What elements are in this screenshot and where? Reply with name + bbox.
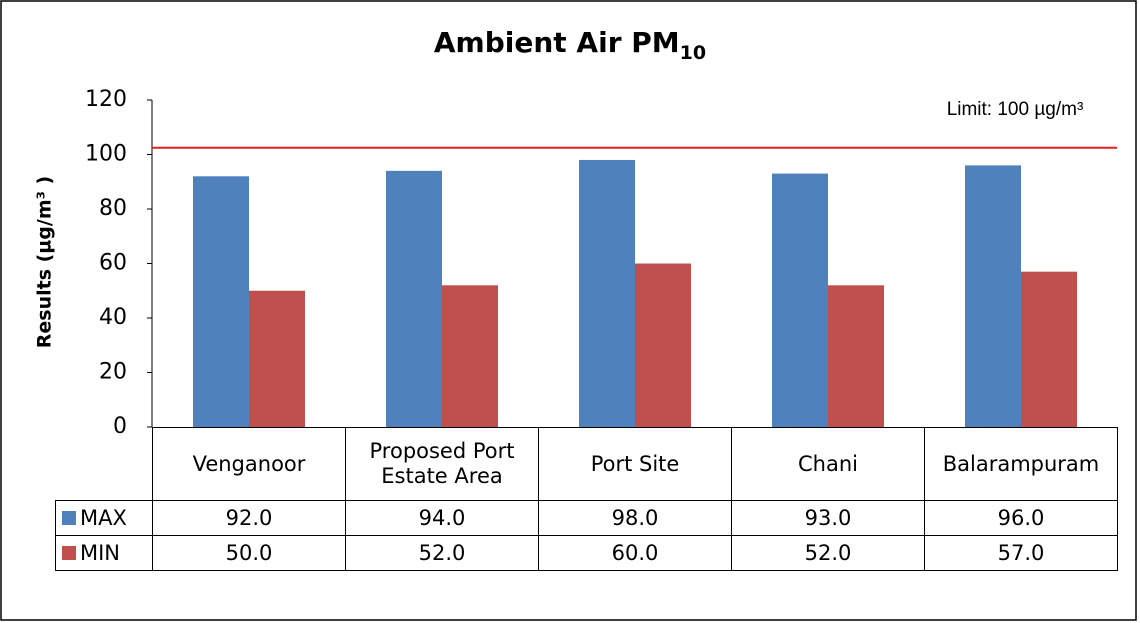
bar <box>386 170 442 427</box>
cell-text: Proposed Port Estate Area <box>369 439 515 488</box>
bar <box>828 285 884 427</box>
title-subscript: 10 <box>680 42 706 64</box>
y-tick-label: 80 <box>99 196 127 221</box>
y-tick-label: 120 <box>85 87 127 112</box>
legend-label: MIN <box>80 540 121 565</box>
bar <box>635 263 691 427</box>
value-cell: 94.0 <box>345 500 539 536</box>
value-cell: 60.0 <box>538 535 732 571</box>
category-cell: Proposed Port Estate Area <box>345 427 539 501</box>
cell-text: 60.0 <box>611 540 659 565</box>
cell-text: 98.0 <box>611 505 659 530</box>
bar <box>772 173 828 427</box>
category-cell: Balarampuram <box>924 427 1118 501</box>
cell-text: 52.0 <box>804 540 852 565</box>
category-cell: Venganoor <box>152 427 346 501</box>
bar <box>249 290 305 427</box>
y-tick-label: 40 <box>99 305 127 330</box>
cell-text: 96.0 <box>997 505 1045 530</box>
bar <box>965 165 1021 427</box>
value-cell: 92.0 <box>152 500 346 536</box>
cell-text: Balarampuram <box>942 451 1100 476</box>
bar <box>1021 271 1077 427</box>
value-cell: 50.0 <box>152 535 346 571</box>
annotation: Limit: 100 µg/m³ <box>947 99 1084 120</box>
legend-cell: MIN <box>55 535 153 571</box>
cell-text: 93.0 <box>804 505 852 530</box>
bar <box>579 159 635 427</box>
category-cell: Port Site <box>538 427 732 501</box>
cell-text: 52.0 <box>418 540 466 565</box>
value-cell: 98.0 <box>538 500 732 536</box>
cell-text: 50.0 <box>225 540 273 565</box>
legend-cell: MAX <box>55 500 153 536</box>
chart-title: Ambient Air PM10 <box>434 26 706 64</box>
y-tick-label: 20 <box>99 360 127 385</box>
bar <box>193 176 249 427</box>
y-tick-label: 0 <box>113 414 127 439</box>
category-cell: Chani <box>731 427 925 501</box>
legend-key <box>62 511 76 525</box>
cell-text: 92.0 <box>225 505 273 530</box>
cell-text: Chani <box>798 451 858 476</box>
y-axis-label: Results (µg/m³ ) <box>34 176 56 349</box>
value-cell: 52.0 <box>345 535 539 571</box>
value-cell: 96.0 <box>924 500 1118 536</box>
cell-text: 94.0 <box>418 505 466 530</box>
cell-text: 57.0 <box>997 540 1045 565</box>
value-cell: 93.0 <box>731 500 925 536</box>
value-cell: 57.0 <box>924 535 1118 571</box>
legend-key <box>62 546 76 560</box>
title-main: Ambient Air PM <box>434 26 680 59</box>
cell-text: Venganoor <box>192 451 306 476</box>
cell-text: Port Site <box>590 451 680 476</box>
y-tick-label: 100 <box>85 142 127 167</box>
legend-label: MAX <box>80 505 127 530</box>
bar <box>442 285 498 427</box>
value-cell: 52.0 <box>731 535 925 571</box>
y-tick-label: 60 <box>99 251 127 276</box>
